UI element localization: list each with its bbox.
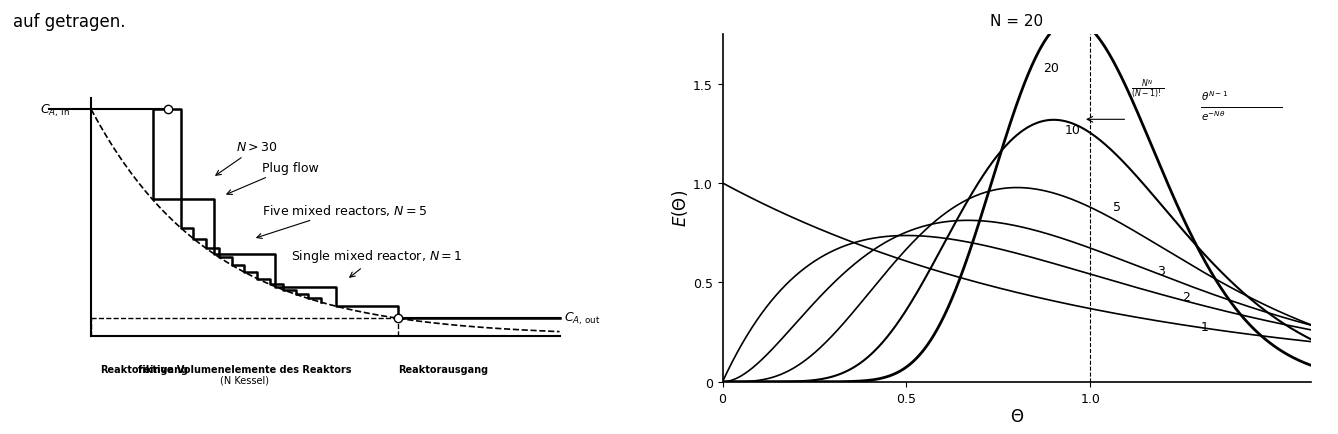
Text: 3: 3 xyxy=(1156,264,1164,277)
Y-axis label: $E(\Theta)$: $E(\Theta)$ xyxy=(670,190,690,227)
Text: $\theta^{N-1}$: $\theta^{N-1}$ xyxy=(1202,89,1228,103)
Text: 10: 10 xyxy=(1065,123,1081,136)
Text: fiktive Volumenelemente des Reaktors: fiktive Volumenelemente des Reaktors xyxy=(138,364,352,374)
X-axis label: $\Theta$: $\Theta$ xyxy=(1010,408,1024,425)
Text: $N > 30$: $N > 30$ xyxy=(215,141,278,176)
Text: Reaktorausgang: Reaktorausgang xyxy=(397,364,488,374)
Text: $C_{A,\,\mathrm{out}}$: $C_{A,\,\mathrm{out}}$ xyxy=(563,310,601,327)
Text: Five mixed reactors, $N = 5$: Five mixed reactors, $N = 5$ xyxy=(257,202,427,239)
Text: $\frac{N^N}{(N-1)!}$: $\frac{N^N}{(N-1)!}$ xyxy=(1131,78,1164,99)
Text: 20: 20 xyxy=(1042,62,1058,75)
Text: 2: 2 xyxy=(1183,290,1191,303)
Title: N = 20: N = 20 xyxy=(990,14,1044,30)
Text: 5: 5 xyxy=(1113,201,1120,214)
Text: Plug flow: Plug flow xyxy=(227,161,318,195)
Text: (N Kessel): (N Kessel) xyxy=(219,375,269,385)
Text: auf getragen.: auf getragen. xyxy=(13,13,126,31)
Text: $e^{-N\theta}$: $e^{-N\theta}$ xyxy=(1202,109,1226,123)
Text: $C_{A,\,\mathrm{in}}$: $C_{A,\,\mathrm{in}}$ xyxy=(40,102,70,118)
Text: Single mixed reactor, $N = 1$: Single mixed reactor, $N = 1$ xyxy=(292,248,463,278)
Text: Reaktoreingang: Reaktoreingang xyxy=(100,364,187,374)
Text: 1: 1 xyxy=(1202,320,1208,333)
